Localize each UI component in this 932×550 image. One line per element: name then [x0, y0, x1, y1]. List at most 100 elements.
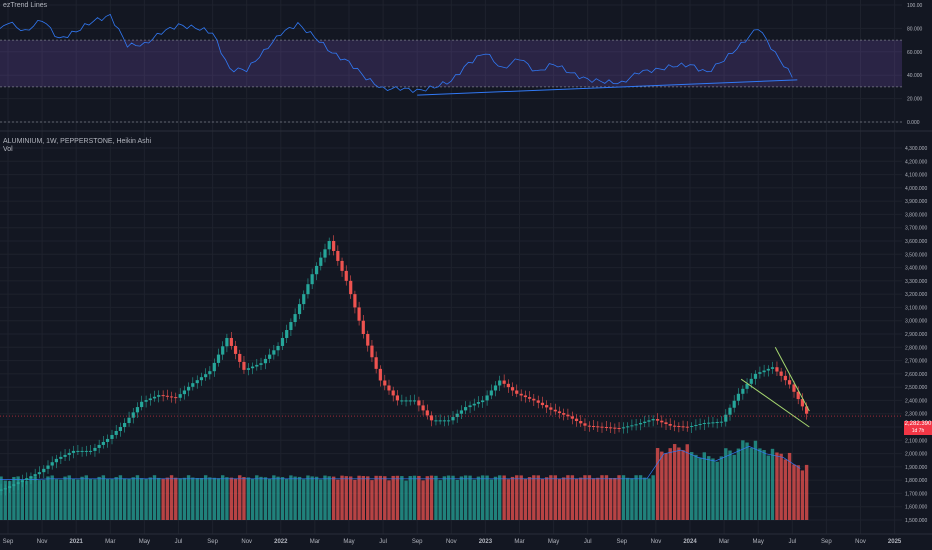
- candle-body: [442, 420, 446, 422]
- candle-body: [242, 361, 246, 370]
- candle-body: [37, 472, 41, 475]
- volume-bar: [395, 475, 400, 520]
- candle-body: [340, 260, 344, 271]
- volume-bar: [510, 476, 515, 520]
- candle-body: [361, 320, 365, 334]
- time-axis-tick: May: [548, 539, 559, 545]
- volume-bar: [562, 477, 566, 520]
- volume-bar: [93, 479, 97, 520]
- volume-bar: [698, 457, 702, 520]
- volume-bar: [770, 448, 775, 520]
- candle-body: [579, 421, 583, 424]
- volume-bar: [12, 476, 16, 520]
- indicator-axis-tick: 20.000: [907, 97, 923, 103]
- candle-body: [148, 398, 152, 401]
- volume-bar: [148, 477, 152, 520]
- price-axis-tick: 1,700.000: [905, 491, 927, 497]
- time-axis-tick: May: [753, 539, 764, 545]
- indicator-price-axis[interactable]: 100.00 80.000 60.000 40.000 20.000 0.000: [907, 3, 923, 126]
- candle-body: [621, 427, 626, 429]
- candle-body: [707, 422, 711, 424]
- candle-body: [562, 413, 566, 415]
- price-axis-tick: 2,800.000: [905, 345, 927, 351]
- volume-bar: [540, 478, 545, 520]
- candle-body: [387, 385, 391, 391]
- volume-bar: [613, 477, 617, 520]
- drawn-lines[interactable]: [0, 347, 902, 428]
- volume-bar: [783, 459, 788, 520]
- candle-body: [498, 380, 502, 386]
- volume-bar: [0, 476, 3, 520]
- main-price-axis[interactable]: 4,300.000 4,200.000 4,100.000 4,000.000 3,90…: [905, 146, 927, 524]
- volume-bar: [353, 479, 357, 520]
- volume-bar: [532, 475, 536, 520]
- volume-bar: [668, 448, 672, 520]
- volume-bar: [446, 475, 451, 520]
- volume-bar: [677, 447, 681, 520]
- volume-bar: [796, 465, 800, 520]
- volume-label[interactable]: Vol: [3, 146, 13, 153]
- candle-body: [251, 366, 255, 369]
- volume-bar: [480, 475, 485, 520]
- volume-bar: [647, 478, 651, 520]
- price-axis-tick: 4,000.000: [905, 186, 927, 192]
- volume-bar: [366, 476, 370, 520]
- volume-bar: [660, 451, 664, 520]
- candle-body: [638, 423, 643, 425]
- candle-body: [485, 395, 489, 401]
- candle-body: [199, 377, 204, 381]
- candle-body: [84, 450, 88, 452]
- volume-bar: [165, 477, 170, 520]
- time-axis-tick: Mar: [514, 539, 524, 545]
- candle-body: [319, 257, 323, 266]
- indicator-title[interactable]: ezTrend Lines: [3, 2, 48, 9]
- volume-bar: [608, 478, 613, 520]
- volume-bar: [289, 475, 293, 520]
- volume-bar: [59, 479, 63, 520]
- candle-body: [306, 284, 310, 295]
- volume-bar: [681, 450, 685, 520]
- volume-bar: [749, 447, 753, 520]
- volume-bar: [400, 476, 404, 520]
- volume-bar: [16, 476, 20, 520]
- volume-bar: [186, 475, 191, 520]
- candle-body: [59, 456, 63, 459]
- candle-body: [357, 307, 361, 321]
- volume-bar: [506, 479, 511, 520]
- candle-body: [762, 370, 766, 373]
- candle-body: [553, 409, 557, 412]
- volume-bar: [319, 479, 323, 520]
- volume-bar: [267, 478, 272, 520]
- symbol-title[interactable]: ALUMINIUM, 1W, PEPPERSTONE, Heikin Ashi: [3, 138, 152, 145]
- volume-bar: [685, 444, 689, 520]
- volume-bar: [493, 476, 498, 520]
- candle-body: [557, 411, 562, 414]
- candle-body: [246, 368, 250, 370]
- volume-bar: [404, 480, 408, 520]
- candle-body: [293, 314, 297, 323]
- time-axis-tick: 2024: [683, 539, 697, 545]
- volume-bar: [702, 452, 706, 520]
- candle-body: [493, 385, 498, 391]
- candle-body: [677, 426, 681, 428]
- volume-bar: [157, 477, 161, 520]
- candle-body: [510, 387, 515, 391]
- candle-body: [366, 334, 370, 346]
- volume-bar: [745, 442, 749, 520]
- candle-body: [770, 367, 775, 369]
- time-axis-tick: May: [139, 539, 150, 545]
- price-axis-tick: 1,500.000: [905, 518, 927, 524]
- volume-bar: [182, 477, 187, 520]
- last-price-countdown: 1d 7h: [911, 428, 925, 434]
- candle-body: [434, 420, 438, 422]
- volume-bar: [753, 440, 758, 520]
- volume-bar: [285, 479, 289, 520]
- volume-bar: [728, 450, 732, 520]
- volume-bar: [67, 475, 71, 520]
- time-axis[interactable]: Sep Nov 2021 Mar May Jul Sep Nov 2022 Mar May Jul Se…: [0, 533, 932, 545]
- candle-body: [152, 396, 157, 399]
- volume-bar: [20, 480, 24, 520]
- candle-body: [8, 486, 12, 489]
- volume-bar: [741, 440, 745, 520]
